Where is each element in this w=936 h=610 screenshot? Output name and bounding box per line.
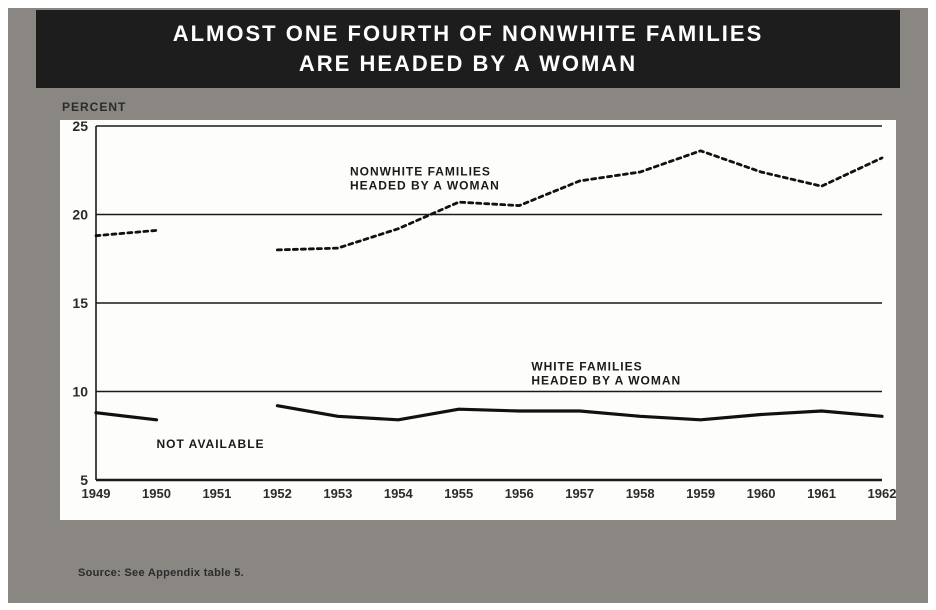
xtick-label-1958: 1958 xyxy=(626,486,655,501)
ytick-label-25: 25 xyxy=(72,120,88,134)
chart-outer-frame: ALMOST ONE FOURTH OF NONWHITE FAMILIES A… xyxy=(8,8,928,603)
ytick-label-20: 20 xyxy=(72,207,88,223)
xtick-label-1960: 1960 xyxy=(747,486,776,501)
chart-title-line2: ARE HEADED BY A WOMAN xyxy=(299,51,637,76)
xtick-label-1952: 1952 xyxy=(263,486,292,501)
chart-title-text: ALMOST ONE FOURTH OF NONWHITE FAMILIES A… xyxy=(173,19,764,78)
series-label-white-l2: HEADED BY A WOMAN xyxy=(531,373,681,387)
chart-title-line1: ALMOST ONE FOURTH OF NONWHITE FAMILIES xyxy=(173,21,764,46)
xtick-label-1954: 1954 xyxy=(384,486,414,501)
y-axis-label: PERCENT xyxy=(62,100,126,114)
annotation-not-available: NOT AVAILABLE xyxy=(156,437,264,451)
chart-title-band: ALMOST ONE FOURTH OF NONWHITE FAMILIES A… xyxy=(36,10,900,88)
xtick-label-1949: 1949 xyxy=(82,486,111,501)
series-white-seg1 xyxy=(277,406,882,420)
xtick-label-1955: 1955 xyxy=(444,486,473,501)
xtick-label-1951: 1951 xyxy=(202,486,231,501)
xtick-label-1950: 1950 xyxy=(142,486,171,501)
xtick-label-1962: 1962 xyxy=(868,486,896,501)
series-nonwhite-seg0 xyxy=(96,230,157,235)
ytick-label-10: 10 xyxy=(72,384,88,400)
xtick-label-1956: 1956 xyxy=(505,486,534,501)
xtick-label-1957: 1957 xyxy=(565,486,594,501)
source-text: Source: See Appendix table 5. xyxy=(78,567,244,579)
plot-area: 5101520251949195019511952195319541955195… xyxy=(60,120,896,520)
series-white-seg0 xyxy=(96,413,157,420)
xtick-label-1961: 1961 xyxy=(807,486,836,501)
series-label-nonwhite-l2: HEADED BY A WOMAN xyxy=(350,179,500,193)
xtick-label-1959: 1959 xyxy=(686,486,715,501)
series-label-white-l1: WHITE FAMILIES xyxy=(531,359,642,373)
chart-svg: 5101520251949195019511952195319541955195… xyxy=(60,120,896,520)
ytick-label-15: 15 xyxy=(72,295,88,311)
xtick-label-1953: 1953 xyxy=(323,486,352,501)
series-label-nonwhite-l1: NONWHITE FAMILIES xyxy=(350,165,491,179)
